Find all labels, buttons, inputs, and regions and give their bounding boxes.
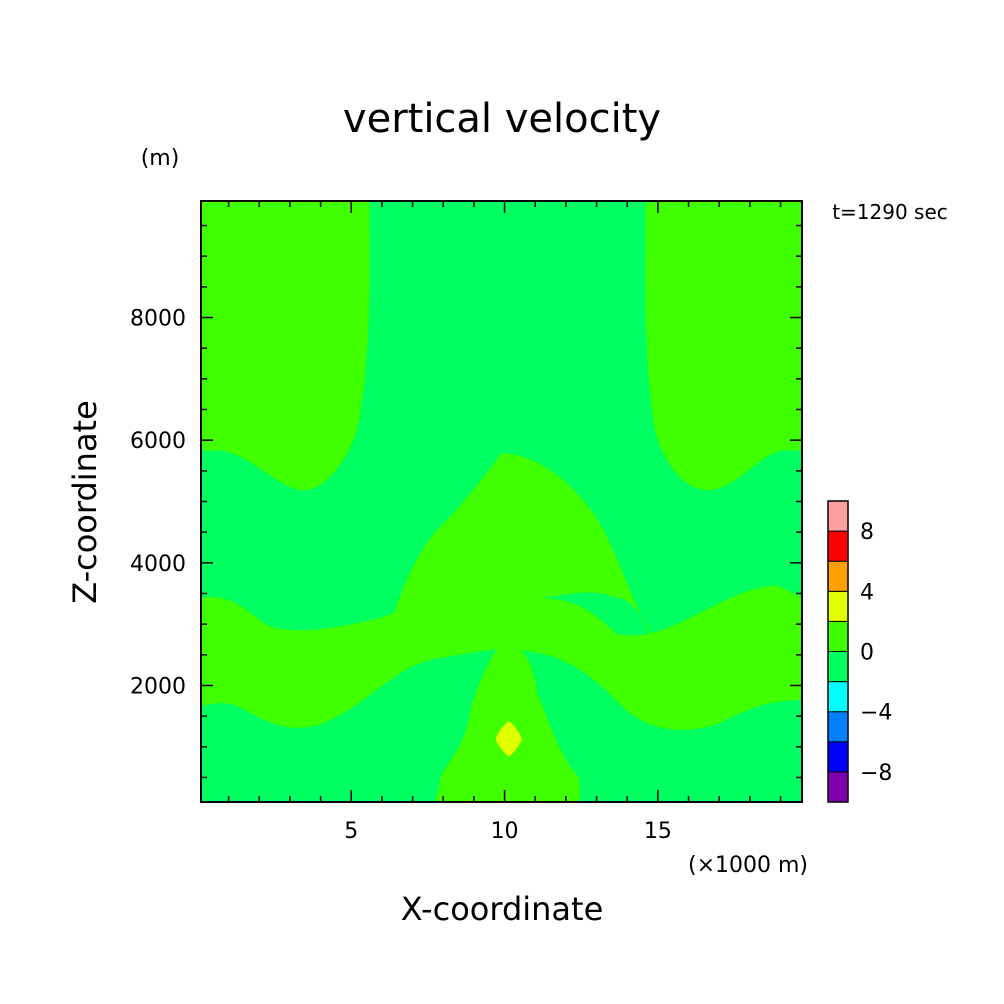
y-tick-label: 6000 [130,429,186,454]
y-axis-label: Z-coordinate [66,400,104,604]
x-tick-label: 10 [491,819,519,844]
contour-w_2_to_4_core [495,720,522,757]
region-w_0_to_2_updraft [435,639,580,802]
contour-w_0_to_2_updraft [435,639,580,802]
colorbar-swatch [827,681,849,713]
contour-regions [201,201,802,802]
plot-frame [200,200,803,803]
colorbar-label: 8 [860,520,874,545]
colorbar-frame [827,500,849,803]
colorbar-swatch [827,590,849,622]
contour-w_0_to_2_lower_band [201,585,802,730]
contour-w_0_to_2_left_top [201,201,370,491]
y-tick-label: 4000 [130,552,186,577]
region-w_0_to_2_left_top [201,201,370,491]
colorbar-swatch [827,530,849,562]
plot-area [200,200,803,803]
y-tick-labels: 2000 4000 6000 8000 [130,307,186,700]
y-tick-label: 2000 [130,674,186,699]
region-w_0_to_2_right_top [645,201,802,491]
contour-w_0_to_2_center_dome [375,453,658,664]
colorbar-label: 0 [860,641,874,666]
colorbar-swatch [827,500,849,532]
colorbar: −8 −4 0 4 8 [827,500,892,803]
colorbar-label: −8 [860,761,892,786]
colorbar-swatch [827,711,849,743]
x-axis-label: X-coordinate [401,890,604,928]
region-w_0_to_2_lower_band [201,585,802,730]
contour-w_0_to_2_right_top [645,201,802,491]
y-unit-label: (m) [141,146,180,171]
colorbar-label: 4 [860,580,874,605]
colorbar-swatch [827,651,849,683]
x-unit-label: (×1000 m) [688,853,808,878]
x-tick-label: 5 [344,819,358,844]
colorbar-swatch [827,741,849,773]
colorbar-label: −4 [860,701,892,726]
y-tick-label: 8000 [130,307,186,332]
x-tick-label: 15 [644,819,672,844]
x-tick-labels: 5 10 15 [344,819,672,844]
colorbar-swatch [827,771,849,803]
chart-title: vertical velocity [343,96,661,142]
colorbar-swatch [827,620,849,653]
colorbar-swatch [827,560,849,592]
region-w_0_to_2_center_dome [375,453,658,664]
region-w_2_to_4_core [495,720,522,757]
time-label: t=1290 sec [832,200,948,224]
